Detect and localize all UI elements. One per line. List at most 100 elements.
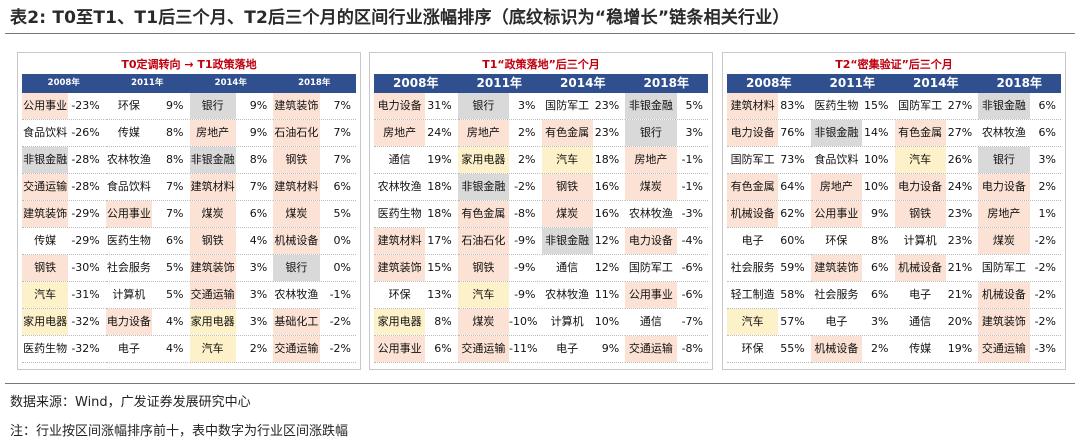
industry-cell: 房地产 9% xyxy=(189,120,274,147)
industry-name: 非银金融 xyxy=(625,93,677,119)
industry-cell: 交通运输 3% xyxy=(189,282,274,309)
industry-cell: 食品饮料 -26% xyxy=(22,120,106,147)
table-row: 轻工制造 58% 社会服务 6% 电子 21% 机械设备 -2% xyxy=(727,282,1061,309)
industry-name: 建筑装饰 xyxy=(22,201,69,227)
industry-return: -28% xyxy=(71,180,100,193)
industry-cell: 房地产 24% xyxy=(374,120,458,147)
table-row: 医药生物 -32% 电子 4% 汽车 2% 交通运输 -2% xyxy=(22,336,356,363)
industry-return: 18% xyxy=(427,207,452,220)
industry-cell: 机械设备 62% xyxy=(727,201,811,228)
industry-return: 27% xyxy=(947,99,973,112)
industry-name: 通信 xyxy=(541,255,593,281)
industry-return: 12% xyxy=(594,261,620,274)
industry-cell: 建筑装饰 -29% xyxy=(22,201,106,228)
industry-return: 26% xyxy=(947,153,973,166)
industry-name: 银行 xyxy=(189,93,236,119)
industry-cell: 家用电器 -32% xyxy=(22,309,106,336)
industry-name: 传媒 xyxy=(105,120,153,146)
industry-name: 交通运输 xyxy=(625,336,677,362)
industry-cell: 有色金属 -8% xyxy=(457,201,542,228)
industry-return: 7% xyxy=(333,153,351,166)
industry-name: 钢铁 xyxy=(273,147,320,173)
year-header-row: 2008年 2011年 2014年 2018年 xyxy=(22,74,356,93)
year-header: 2011年 xyxy=(131,78,164,88)
industry-name: 银行 xyxy=(273,255,320,281)
industry-cell: 公用事业 7% xyxy=(105,201,190,228)
industry-name: 银行 xyxy=(457,93,510,119)
industry-name: 电力设备 xyxy=(625,228,677,254)
industry-return: 10% xyxy=(864,180,889,193)
industry-cell: 社会服务 59% xyxy=(727,255,811,282)
industry-cell: 房地产 10% xyxy=(810,174,895,201)
table-row: 交通运输 -28% 食品饮料 7% 建筑材料 7% 建筑材料 6% xyxy=(22,174,356,201)
industry-name: 医药生物 xyxy=(374,201,426,227)
industry-cell: 交通运输 -3% xyxy=(978,336,1061,363)
industry-name: 社会服务 xyxy=(727,255,779,281)
industry-name: 农林牧渔 xyxy=(105,147,153,173)
industry-cell: 汽车 2% xyxy=(189,336,274,363)
industry-name: 建筑装饰 xyxy=(273,93,320,119)
industry-return: 3% xyxy=(249,288,268,301)
industry-return: 23% xyxy=(594,126,620,139)
industry-name: 国防军工 xyxy=(978,255,1030,281)
industry-return: 8% xyxy=(249,153,268,166)
industry-name: 建筑装饰 xyxy=(189,255,236,281)
industry-cell: 电子 3% xyxy=(810,309,895,336)
industry-name: 传媒 xyxy=(22,228,69,254)
industry-return: 7% xyxy=(249,180,268,193)
industry-name: 通信 xyxy=(894,309,946,335)
industry-name: 建筑材料 xyxy=(374,228,426,254)
industry-return: 5% xyxy=(333,207,351,220)
industry-name: 公用事业 xyxy=(22,93,69,119)
industry-cell: 电子 60% xyxy=(727,228,811,255)
industry-return: 0% xyxy=(333,261,351,274)
industry-name: 房地产 xyxy=(625,147,677,173)
industry-name: 非银金融 xyxy=(457,174,510,200)
industry-cell: 轻工制造 58% xyxy=(727,282,811,309)
table-row: 通信 19% 家用电器 2% 汽车 18% 房地产 -1% xyxy=(374,147,708,174)
industry-name: 非银金融 xyxy=(22,147,69,173)
industry-cell: 通信 20% xyxy=(894,309,979,336)
industry-name: 机械设备 xyxy=(894,255,946,281)
industry-cell: 非银金融 -28% xyxy=(22,147,106,174)
year-header-row: 2008年 2011年 2014年 2018年 xyxy=(374,74,708,93)
industry-return: 21% xyxy=(947,288,973,301)
industry-name: 建筑材料 xyxy=(189,174,236,200)
industry-name: 传媒 xyxy=(894,336,946,362)
table-row: 建筑装饰 15% 钢铁 -9% 通信 12% 国防军工 -6% xyxy=(374,255,708,282)
panel-t0-t1: T0定调转向 → T1政策落地 2008年 2011年 2014年 2018年 公用事业 -… xyxy=(17,52,361,370)
industry-name: 电子 xyxy=(894,282,946,308)
industry-return: -1% xyxy=(681,153,703,166)
industry-cell: 建筑材料 7% xyxy=(189,174,274,201)
industry-name: 汽车 xyxy=(22,282,69,308)
industry-name: 有色金属 xyxy=(541,120,593,146)
table-row: 环保 55% 机械设备 2% 传媒 19% 交通运输 -3% xyxy=(727,336,1061,363)
industry-name: 银行 xyxy=(978,147,1030,173)
industry-return: 24% xyxy=(947,180,973,193)
industry-name: 煤炭 xyxy=(541,201,593,227)
industry-name: 建筑材料 xyxy=(727,93,779,119)
industry-cell: 家用电器 2% xyxy=(457,147,542,174)
industry-cell: 建筑材料 83% xyxy=(727,93,811,120)
industry-return: 21% xyxy=(947,261,973,274)
industry-cell: 建筑材料 6% xyxy=(273,174,356,201)
industry-return: 4% xyxy=(166,342,184,355)
industry-return: 2% xyxy=(871,342,889,355)
industry-cell: 汽车 -9% xyxy=(457,282,542,309)
industry-cell: 银行 3% xyxy=(457,93,542,120)
industry-cell: 汽车 -31% xyxy=(22,282,106,309)
industry-cell: 有色金属 23% xyxy=(541,120,626,147)
industry-name: 建筑装饰 xyxy=(978,309,1030,335)
industry-cell: 农林牧渔 11% xyxy=(541,282,626,309)
industry-return: 1% xyxy=(1038,207,1056,220)
industry-return: -28% xyxy=(71,153,100,166)
industry-name: 煤炭 xyxy=(625,174,677,200)
table-row: 房地产 24% 房地产 2% 有色金属 23% 银行 3% xyxy=(374,120,708,147)
industry-cell: 煤炭 6% xyxy=(189,201,274,228)
industry-name: 煤炭 xyxy=(189,201,236,227)
industry-name: 国防军工 xyxy=(541,93,593,119)
industry-cell: 非银金融 14% xyxy=(810,120,895,147)
industry-name: 石油石化 xyxy=(273,120,320,146)
industry-return: 4% xyxy=(249,234,268,247)
table-caption: 表2: T0至T1、T1后三个月、T2后三个月的区间行业涨幅排序（底纹标识为“稳… xyxy=(10,8,790,28)
